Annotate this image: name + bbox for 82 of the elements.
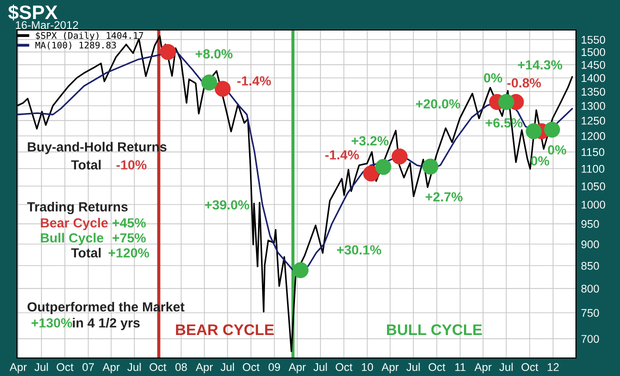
point <box>160 44 176 60</box>
x-tick-label: Oct <box>336 363 352 372</box>
annotation: -10% <box>116 160 146 170</box>
y-tick-label: 1300 <box>582 102 606 110</box>
point <box>292 262 309 278</box>
y-tick-label: 1250 <box>582 116 606 125</box>
legend-label: MA(100) 1289.83 <box>35 42 116 50</box>
y-tick-label: 1500 <box>582 48 606 56</box>
annotation: +3.2% <box>352 136 389 146</box>
chart-title: $SPX <box>8 4 58 20</box>
y-tick-label: 1100 <box>582 164 604 173</box>
x-tick-label: Apr <box>288 363 306 374</box>
x-tick-label: 09 <box>268 363 280 372</box>
y-tick-label: 1400 <box>582 74 606 82</box>
y-tick-label: 700 <box>581 334 599 343</box>
annotation: BULL CYCLE <box>387 324 482 336</box>
y-tick-label: 850 <box>581 262 599 270</box>
annotation: -1.4% <box>325 150 359 160</box>
annotation: Total <box>71 248 101 258</box>
y-tick-label: 1000 <box>582 200 606 209</box>
annotation: +14.3% <box>518 60 562 70</box>
legend-label: $SPX (Daily) 1404.17 <box>36 32 144 41</box>
y-tick-label: 950 <box>581 220 599 228</box>
annotation: Bull Cycle <box>40 232 104 246</box>
x-tick-label: Apr <box>196 363 213 374</box>
annotation: +20.0% <box>416 99 460 109</box>
x-tick-label: Jul <box>499 362 513 372</box>
annotation: in 4 1/2 yrs <box>72 318 140 330</box>
x-tick-label: Apr <box>474 363 492 374</box>
point <box>392 148 408 164</box>
annotation: +45% <box>112 218 146 228</box>
x-tick-label: Jul <box>127 362 141 372</box>
y-tick-label: 1350 <box>582 88 606 96</box>
annotation: -0.8% <box>507 78 541 88</box>
y-tick-label: 900 <box>581 240 599 248</box>
x-tick-label: Oct <box>428 363 446 372</box>
point <box>544 122 560 138</box>
x-tick-label: Oct <box>242 363 260 372</box>
annotation: 0% <box>484 73 502 83</box>
x-tick-label: Apr <box>10 363 27 374</box>
x-tick-label: 12 <box>548 363 559 371</box>
y-tick-label: 800 <box>581 284 599 293</box>
x-tick-label: 08 <box>175 363 187 372</box>
annotation: +120% <box>108 248 150 258</box>
point <box>201 74 218 90</box>
x-tick-label: Oct <box>522 363 538 372</box>
x-tick-label: Jul <box>220 362 234 372</box>
x-tick-label: Apr <box>102 363 120 374</box>
point <box>214 80 231 97</box>
x-tick-label: 07 <box>82 363 94 372</box>
annotation: -1.4% <box>237 76 271 86</box>
annotation: Trading Returns <box>27 202 128 214</box>
y-tick-label: 1050 <box>582 182 606 190</box>
y-tick-label: 1150 <box>582 148 604 156</box>
x-tick-label: 10 <box>362 363 374 372</box>
annotation: +130% <box>32 318 72 328</box>
point <box>422 158 438 175</box>
x-tick-label: Jul <box>34 362 48 372</box>
x-tick-label: Apr <box>382 363 399 374</box>
annotation: +75% <box>112 233 146 243</box>
annotation: Total <box>71 160 101 170</box>
point <box>526 123 542 140</box>
annotation: Bear Cycle <box>40 218 108 230</box>
y-tick-label: 1200 <box>582 132 606 140</box>
y-tick-label: 1450 <box>582 60 606 69</box>
x-tick-label: 11 <box>455 363 466 371</box>
annotation: +8.0% <box>196 49 233 59</box>
annotation: +39.0% <box>204 200 250 210</box>
annotation: +30.1% <box>336 245 382 255</box>
annotation: +2.7% <box>426 192 463 202</box>
x-tick-label: Oct <box>150 363 166 372</box>
x-tick-label: Jul <box>314 362 327 372</box>
annotation: 0% <box>548 145 566 155</box>
x-tick-label: Oct <box>56 363 74 372</box>
y-tick-label: 1550 <box>582 36 606 44</box>
point <box>498 94 514 110</box>
y-tick-label: 750 <box>581 309 599 317</box>
point <box>375 158 392 175</box>
point <box>363 165 380 182</box>
annotation: BEAR CYCLE <box>176 324 274 336</box>
chart-subtitle: 16-Mar-2012 <box>16 21 78 29</box>
x-tick-label: Jul <box>406 362 420 372</box>
